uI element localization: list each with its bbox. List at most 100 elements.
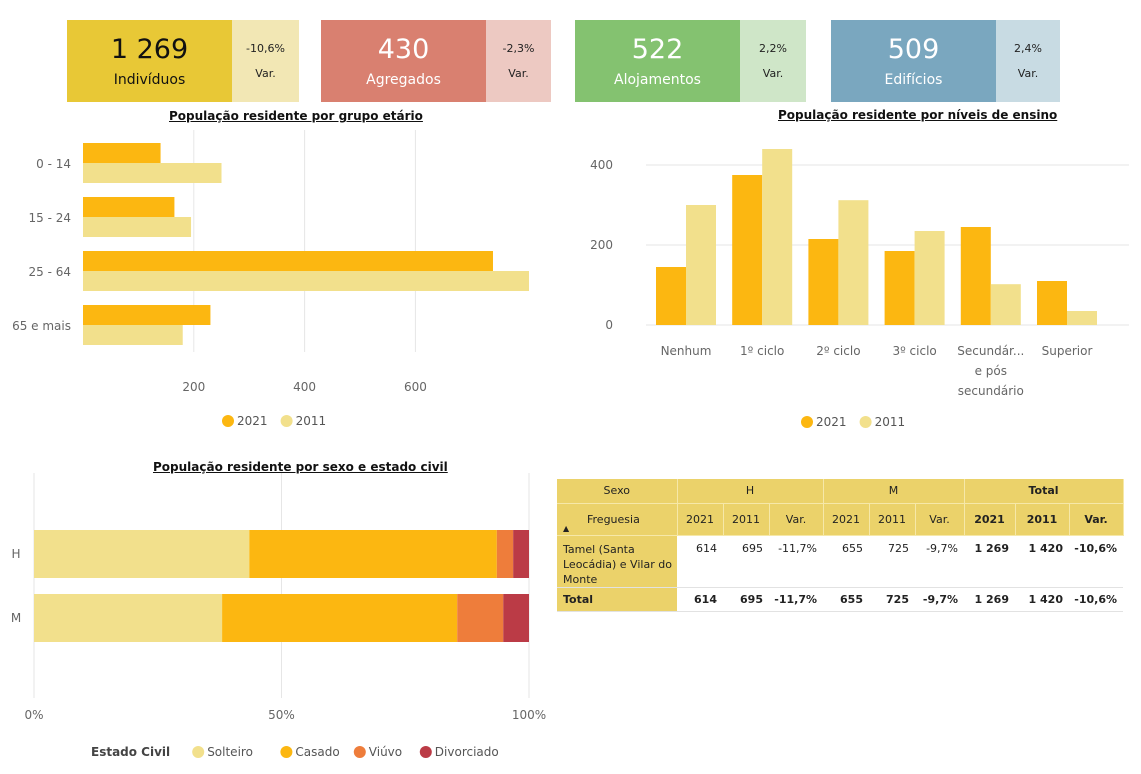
- header-freguesia[interactable]: Freguesia ▲: [557, 503, 678, 536]
- legend-label: 2021: [237, 414, 268, 428]
- x-tick-label: Superior: [1042, 344, 1093, 358]
- table-cell: 655: [823, 535, 869, 588]
- y-tick-label: 25 - 64: [29, 265, 72, 279]
- column-header[interactable]: 2021: [677, 503, 724, 536]
- legend-label: Solteiro: [207, 745, 253, 759]
- row-freguesia: Tamel (Santa Leocádia) e Vilar do Monte: [557, 535, 677, 588]
- kpi-var-label: Var.: [762, 67, 784, 80]
- header-group-h[interactable]: H: [677, 479, 824, 504]
- sort-ascending-icon[interactable]: ▲: [563, 523, 570, 533]
- column-header[interactable]: Var.: [915, 503, 965, 536]
- table-cell: 614: [677, 535, 723, 588]
- column-header[interactable]: 2011: [1015, 503, 1070, 536]
- column-header[interactable]: 2021: [964, 503, 1016, 536]
- education-chart-title: População residente por níveis de ensino: [778, 108, 1058, 122]
- bar-2011: [686, 205, 716, 325]
- kpi-edificios[interactable]: 509 Edifícios 2,4% Var.: [831, 20, 1060, 102]
- table-cell: 695: [723, 535, 769, 588]
- header-freguesia-label: Freguesia: [587, 512, 640, 526]
- header-sexo: Sexo: [557, 479, 678, 504]
- table-header-groups: Sexo H M Total: [557, 479, 1124, 504]
- legend-marker: [280, 415, 293, 427]
- bar-2021: [884, 251, 915, 325]
- kpi-value: 430: [377, 34, 430, 65]
- kpi-variation: 2,4% Var.: [996, 20, 1060, 102]
- header-group-total[interactable]: Total: [964, 479, 1124, 504]
- kpi-variation: -2,3% Var.: [486, 20, 551, 102]
- legend-label: Viúvo: [369, 745, 402, 759]
- kpi-label: Edifícios: [884, 72, 943, 88]
- table-total-row: Total 614 695 -11,7% 655 725 -9,7% 1 269…: [557, 587, 1123, 612]
- x-tick-label: 400: [293, 380, 316, 394]
- legend-label: 2021: [816, 415, 847, 429]
- bar-Divorciado: [513, 530, 529, 578]
- kpi-individuos[interactable]: 1 269 Indivíduos -10,6% Var.: [67, 20, 299, 102]
- age-group-chart[interactable]: 200 400 600 0 - 14 15 - 24 25 - 64 65 e mais 20…: [0, 110, 560, 440]
- legend-marker: [280, 746, 293, 758]
- x-tick-label: Nenhum: [661, 344, 712, 358]
- y-tick-label: H: [11, 547, 20, 561]
- age-chart-title: População residente por grupo etário: [169, 109, 423, 123]
- kpi-label: Indivíduos: [113, 72, 186, 88]
- x-tick-label: 0%: [24, 708, 43, 722]
- bar-2021: [83, 197, 175, 217]
- table-cell: -10,6%: [1069, 587, 1123, 612]
- legend-marker: [859, 416, 872, 428]
- kpi-value: 1 269: [110, 34, 189, 65]
- kpi-variation: 2,2% Var.: [740, 20, 806, 102]
- table-cell: 1 420: [1015, 587, 1069, 612]
- kpi-var-value: 2,4%: [1014, 42, 1042, 55]
- x-tick-label: 50%: [268, 708, 295, 722]
- table-cell: -10,6%: [1069, 535, 1123, 588]
- legend-marker: [419, 746, 432, 758]
- bar-Solteiro: [34, 594, 223, 642]
- education-chart[interactable]: 0 200 400 Nenhum 1º ciclo 2º ciclo 3º ciclo Sec…: [561, 110, 1141, 440]
- x-tick-label: Secundár...: [957, 344, 1024, 358]
- legend-marker: [801, 416, 813, 428]
- table-cell: 614: [677, 587, 723, 612]
- x-tick-label: 2º ciclo: [816, 344, 860, 358]
- x-tick-label: 600: [404, 380, 427, 394]
- legend-title: Estado Civil: [91, 745, 170, 759]
- civil-status-chart[interactable]: 0% 50% 100% H M Estado Civil Solteiro Casado Viú…: [0, 468, 556, 768]
- bar-2011: [762, 149, 793, 325]
- bar-Casado: [222, 594, 458, 642]
- y-tick-label: 15 - 24: [29, 211, 72, 225]
- x-tick-label: secundário: [958, 384, 1024, 398]
- bar-2011: [83, 217, 192, 237]
- column-header[interactable]: Var.: [769, 503, 824, 536]
- kpi-var-value: 2,2%: [759, 42, 787, 55]
- kpi-agregados[interactable]: 430 Agregados -2,3% Var.: [321, 20, 551, 102]
- y-tick-label: 0: [605, 318, 613, 332]
- x-tick-label: 200: [182, 380, 205, 394]
- table-row[interactable]: Tamel (Santa Leocádia) e Vilar do Monte …: [557, 535, 1123, 588]
- column-header[interactable]: 2011: [723, 503, 770, 536]
- legend-marker: [353, 746, 366, 758]
- bar-2011: [83, 163, 222, 183]
- column-header[interactable]: Var.: [1069, 503, 1124, 536]
- bar-Casado: [249, 530, 497, 578]
- kpi-value: 522: [631, 34, 684, 65]
- legend-label: Divorciado: [435, 745, 499, 759]
- table-cell: -11,7%: [769, 535, 823, 588]
- column-header[interactable]: 2021: [823, 503, 870, 536]
- bar-2021: [1037, 281, 1067, 325]
- table-header-columns: Freguesia ▲ 2021 2011 Var. 2021 2011 Var…: [557, 503, 1124, 536]
- header-group-m[interactable]: M: [823, 479, 965, 504]
- bar-Solteiro: [34, 530, 250, 578]
- kpi-main: 1 269 Indivíduos: [67, 20, 232, 102]
- column-header[interactable]: 2011: [869, 503, 916, 536]
- bar-2011: [83, 271, 529, 291]
- total-label: Total: [557, 587, 677, 612]
- kpi-var-label: Var.: [255, 67, 276, 80]
- kpi-main: 509 Edifícios: [831, 20, 996, 102]
- bar-2011: [914, 231, 945, 325]
- bar-2021: [83, 251, 493, 271]
- table-cell: 1 269: [964, 535, 1015, 588]
- table-cell: 725: [869, 535, 915, 588]
- kpi-alojamentos[interactable]: 522 Alojamentos 2,2% Var.: [575, 20, 806, 102]
- kpi-label: Agregados: [366, 72, 441, 88]
- table-cell: 695: [723, 587, 769, 612]
- kpi-var-value: -2,3%: [502, 42, 535, 55]
- kpi-label: Alojamentos: [614, 72, 701, 88]
